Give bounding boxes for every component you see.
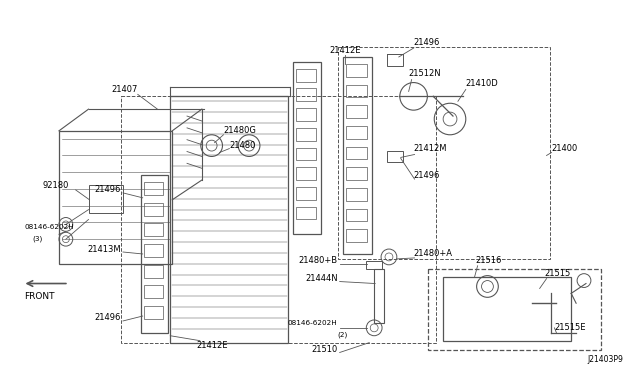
Bar xyxy=(141,175,168,333)
Text: 21510: 21510 xyxy=(312,345,338,354)
Bar xyxy=(374,269,384,323)
Bar xyxy=(346,188,367,201)
Bar xyxy=(346,64,367,77)
Bar xyxy=(346,105,367,118)
Text: (2): (2) xyxy=(337,331,348,338)
Text: 21515E: 21515E xyxy=(554,323,586,332)
Bar xyxy=(121,96,436,343)
Text: 21516: 21516 xyxy=(476,256,502,265)
Bar xyxy=(346,209,367,221)
Text: 21480+B: 21480+B xyxy=(299,256,338,265)
Text: 08146-6202H: 08146-6202H xyxy=(288,320,338,326)
Text: 21412M: 21412M xyxy=(413,144,447,153)
Bar xyxy=(342,57,372,254)
Text: (3): (3) xyxy=(33,236,43,243)
Bar xyxy=(143,285,163,298)
Bar xyxy=(366,261,382,269)
Bar xyxy=(346,167,367,180)
Text: 21496: 21496 xyxy=(413,171,440,180)
Bar xyxy=(296,89,316,101)
Bar xyxy=(143,244,163,257)
Bar xyxy=(143,203,163,215)
Text: 21496: 21496 xyxy=(95,314,121,323)
Bar xyxy=(296,69,316,81)
Text: 21400: 21400 xyxy=(552,144,578,153)
Text: 21413M: 21413M xyxy=(88,244,121,254)
Bar xyxy=(143,224,163,236)
Text: 21412E: 21412E xyxy=(197,341,228,350)
Text: 21480G: 21480G xyxy=(223,126,257,135)
Text: 21407: 21407 xyxy=(111,85,138,94)
Bar xyxy=(346,147,367,160)
Text: 08146-6202H: 08146-6202H xyxy=(24,224,74,230)
Bar xyxy=(346,84,367,97)
Bar xyxy=(346,126,367,139)
Bar xyxy=(338,47,550,259)
Text: J21403P9: J21403P9 xyxy=(588,355,623,364)
Bar xyxy=(296,128,316,141)
Bar xyxy=(296,167,316,180)
Text: 21515: 21515 xyxy=(545,269,571,278)
Bar xyxy=(143,306,163,319)
Text: 21480: 21480 xyxy=(229,141,256,150)
Text: 21412E: 21412E xyxy=(330,45,362,55)
Bar xyxy=(428,269,601,350)
Bar xyxy=(296,108,316,121)
Text: FRONT: FRONT xyxy=(24,292,54,301)
Bar xyxy=(143,182,163,195)
Bar xyxy=(143,265,163,278)
Text: 21512N: 21512N xyxy=(409,69,442,78)
Bar xyxy=(170,96,289,343)
Bar xyxy=(296,148,316,160)
Text: 21496: 21496 xyxy=(413,38,440,46)
Bar xyxy=(443,277,571,341)
Bar xyxy=(296,207,316,219)
Bar xyxy=(88,185,123,212)
Text: 21480+A: 21480+A xyxy=(413,250,452,259)
Bar xyxy=(387,54,403,66)
Text: 21410D: 21410D xyxy=(466,79,499,88)
Bar xyxy=(296,187,316,200)
Bar xyxy=(59,131,172,264)
Text: 21444N: 21444N xyxy=(305,274,338,283)
Bar xyxy=(346,230,367,242)
Bar xyxy=(387,151,403,162)
Text: 21496: 21496 xyxy=(95,185,121,195)
Text: 92180: 92180 xyxy=(42,180,68,189)
Bar xyxy=(293,62,321,234)
